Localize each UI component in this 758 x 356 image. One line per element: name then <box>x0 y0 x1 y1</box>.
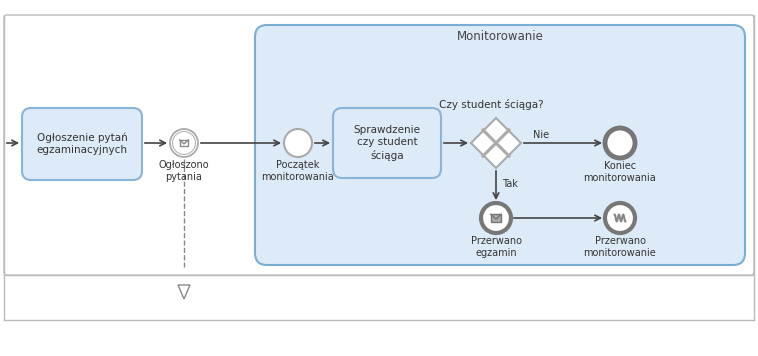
Polygon shape <box>178 285 190 299</box>
Text: Początek
monitorowania: Początek monitorowania <box>262 160 334 182</box>
Text: Ogłoszono
pytania: Ogłoszono pytania <box>158 160 209 182</box>
FancyBboxPatch shape <box>22 108 142 180</box>
Text: Przerwano
monitorowanie: Przerwano monitorowanie <box>584 236 656 258</box>
Circle shape <box>605 128 635 158</box>
Circle shape <box>605 203 635 233</box>
Text: Nie: Nie <box>533 130 549 140</box>
FancyBboxPatch shape <box>255 25 745 265</box>
Bar <box>180 140 189 146</box>
Text: Monitorowanie: Monitorowanie <box>456 31 543 43</box>
Text: Przerwano
egzamin: Przerwano egzamin <box>471 236 522 258</box>
Text: Sprawdzenie
czy student
ściąga: Sprawdzenie czy student ściąga <box>353 125 421 161</box>
Bar <box>490 214 501 222</box>
FancyBboxPatch shape <box>333 108 441 178</box>
FancyBboxPatch shape <box>4 15 754 275</box>
Text: Ogłoszenie pytań
egzaminacyjnych: Ogłoszenie pytań egzaminacyjnych <box>36 132 127 156</box>
Circle shape <box>481 203 511 233</box>
Circle shape <box>170 129 198 157</box>
Text: Koniec
monitorowania: Koniec monitorowania <box>584 161 656 183</box>
Text: Czy student ściąga?: Czy student ściąga? <box>439 99 543 110</box>
Circle shape <box>173 131 196 155</box>
Polygon shape <box>471 118 521 168</box>
Text: Tak: Tak <box>502 179 518 189</box>
Circle shape <box>284 129 312 157</box>
